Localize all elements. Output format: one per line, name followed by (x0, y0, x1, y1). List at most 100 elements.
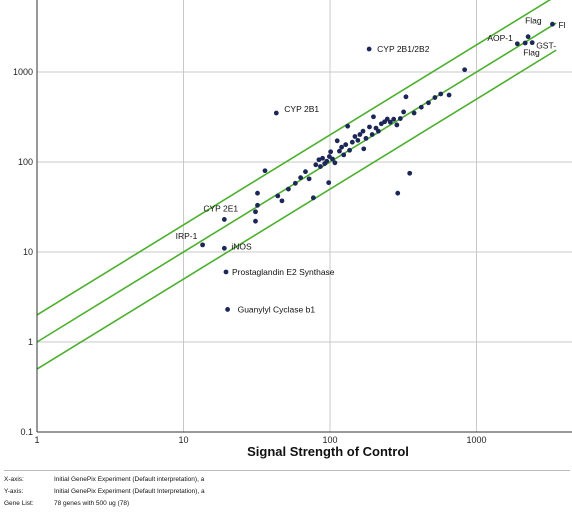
x-axis-value: Initial GenePix Experiment (Default inte… (54, 476, 205, 483)
data-point (355, 137, 361, 143)
data-points (200, 21, 555, 312)
data-point (529, 40, 535, 46)
annotation-label: Fl (558, 20, 565, 30)
info-row-gene-list: Gene List: 78 genes with 500 ug (78) (4, 500, 129, 507)
data-point (395, 190, 401, 196)
data-point (326, 180, 332, 186)
annotation-label: GST- (536, 41, 556, 51)
data-point (550, 21, 555, 27)
data-point (401, 109, 407, 115)
grid (36, 0, 572, 433)
data-point (306, 176, 312, 182)
data-point (446, 92, 452, 98)
data-point (349, 139, 355, 145)
data-point (366, 46, 372, 52)
annotation-label: Guanylyl Cyclase b1 (238, 304, 316, 314)
data-point (200, 242, 205, 248)
annotation-label: Flag (523, 48, 540, 58)
data-point (369, 132, 375, 137)
y-tick-label: 100 (18, 157, 33, 167)
gene-list-key: Gene List: (4, 500, 34, 507)
annotation-label: Flag (525, 16, 542, 26)
data-point (426, 100, 431, 106)
data-point (357, 132, 363, 137)
data-point (262, 168, 268, 174)
data-point (376, 128, 381, 134)
data-point (316, 157, 322, 163)
data-point (285, 186, 291, 192)
data-point (387, 119, 393, 125)
data-point (411, 110, 417, 116)
data-point (343, 142, 349, 148)
data-point (318, 164, 323, 169)
data-point (275, 193, 281, 199)
data-point (292, 180, 298, 186)
data-point (324, 158, 330, 164)
data-point (279, 198, 285, 204)
annotation-label: CYP 2B1 (284, 104, 319, 114)
y-axis-key: Y-axis: (4, 488, 24, 495)
data-point (462, 67, 468, 73)
info-panel: X-axis: Initial GenePix Experiment (Defau… (4, 470, 570, 513)
annotation-label: iNOS (231, 241, 252, 251)
data-point (255, 190, 260, 196)
data-point (223, 269, 229, 275)
data-point (339, 144, 345, 150)
data-point (418, 104, 424, 110)
data-point (403, 94, 409, 100)
data-point (371, 114, 376, 120)
info-row-x-axis: X-axis: Initial GenePix Experiment (Defau… (4, 476, 204, 483)
reference-line (36, 0, 552, 316)
info-row-y-axis: Y-axis: Initial GenePix Experiment (Defau… (4, 488, 205, 495)
data-point (384, 116, 390, 122)
y-tick-label: 1 (28, 337, 33, 347)
data-point (253, 209, 258, 215)
gene-list-value: 78 genes with 500 ug (78) (54, 500, 130, 507)
y-axis-value: Initial GenePix Experiment (Default Inte… (54, 488, 205, 495)
data-point (367, 124, 372, 130)
data-point (320, 155, 325, 161)
data-point (347, 147, 352, 153)
data-point (394, 122, 400, 128)
data-point (303, 169, 308, 175)
annotations: CYP 2B1/2B2 CYP 2B1 CYP 2E1 IRP-1 iNOS Prosta… (176, 16, 566, 315)
data-point (221, 217, 227, 222)
data-point (255, 202, 260, 208)
data-point (253, 218, 258, 224)
data-point (273, 110, 279, 116)
data-point (432, 95, 438, 100)
data-point (332, 160, 338, 166)
data-point (361, 146, 367, 152)
annotation-label: IRP-1 (176, 231, 198, 241)
data-point (352, 134, 358, 139)
y-tick-label: 1000 (13, 67, 33, 77)
annotation-label: AOP-1 (487, 33, 513, 43)
data-point (330, 156, 335, 162)
data-point (341, 152, 347, 158)
data-point (310, 195, 316, 201)
data-point (360, 128, 366, 134)
data-point (225, 307, 231, 312)
x-tick-label: 1 (34, 435, 39, 445)
data-point (522, 40, 528, 46)
x-tick-label: 10 (178, 435, 188, 445)
data-point (438, 91, 444, 97)
annotation-label: Prostaglandin E2 Synthase (232, 267, 335, 277)
data-point (337, 148, 342, 154)
y-tick-label: 10 (23, 247, 33, 257)
data-point (407, 170, 413, 176)
x-axis-title: Signal Strength of Control (247, 444, 409, 459)
reference-line (36, 49, 557, 370)
data-point (298, 175, 304, 181)
data-point (525, 34, 531, 40)
data-point (397, 116, 403, 121)
data-point (514, 41, 520, 47)
x-axis-key: X-axis: (4, 476, 24, 483)
data-point (328, 149, 334, 155)
data-point (363, 135, 369, 141)
x-tick-label: 100 (322, 435, 337, 445)
x-tick-label: 1000 (466, 435, 486, 445)
data-point (221, 245, 227, 251)
